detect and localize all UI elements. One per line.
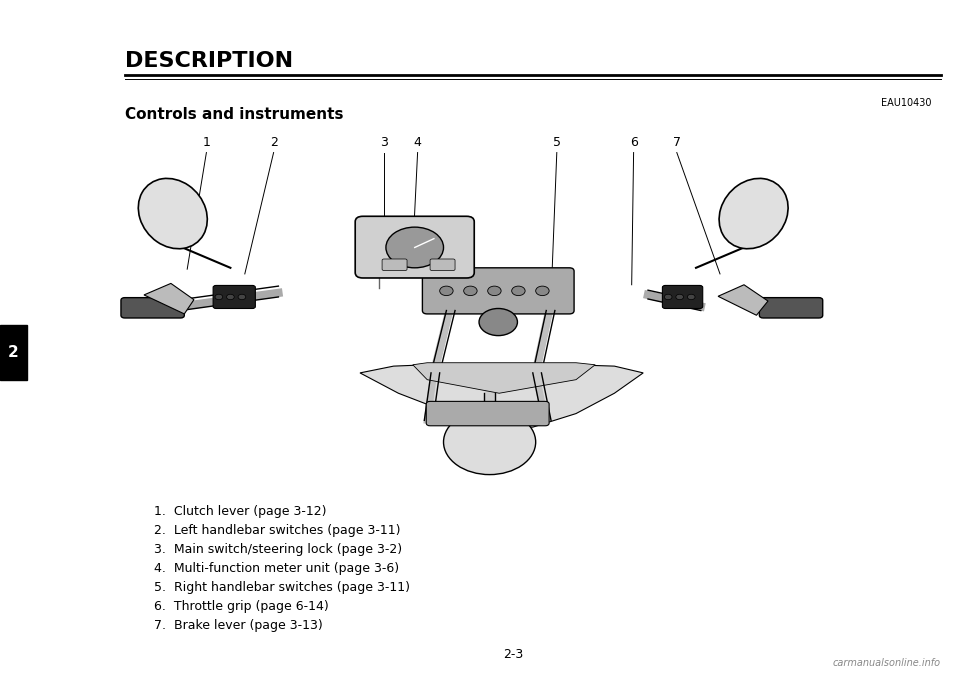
Circle shape [215, 294, 223, 300]
Text: 1: 1 [203, 136, 210, 149]
FancyBboxPatch shape [426, 401, 549, 426]
Text: 3: 3 [380, 136, 388, 149]
FancyBboxPatch shape [382, 259, 407, 271]
Text: 1.  Clutch lever (page 3-12): 1. Clutch lever (page 3-12) [154, 505, 326, 518]
FancyBboxPatch shape [355, 216, 474, 278]
Circle shape [676, 294, 684, 300]
Text: DESCRIPTION: DESCRIPTION [125, 52, 293, 71]
Circle shape [440, 286, 453, 296]
Text: 3.  Main switch/steering lock (page 3-2): 3. Main switch/steering lock (page 3-2) [154, 543, 401, 556]
Text: carmanualsonline.info: carmanualsonline.info [832, 658, 941, 668]
Circle shape [386, 227, 444, 268]
Text: Controls and instruments: Controls and instruments [125, 107, 344, 122]
Text: 7: 7 [673, 136, 681, 149]
Text: EAU10430: EAU10430 [880, 98, 931, 108]
Circle shape [479, 308, 517, 336]
Text: 4.  Multi-function meter unit (page 3-6): 4. Multi-function meter unit (page 3-6) [154, 562, 398, 575]
Text: 2: 2 [8, 345, 19, 360]
Ellipse shape [138, 178, 207, 249]
Text: 2: 2 [270, 136, 277, 149]
Polygon shape [413, 363, 595, 393]
Circle shape [488, 286, 501, 296]
Circle shape [664, 294, 672, 300]
Text: 5: 5 [553, 136, 561, 149]
Text: 2-3: 2-3 [503, 648, 524, 661]
Ellipse shape [719, 178, 788, 249]
FancyBboxPatch shape [662, 285, 703, 308]
FancyBboxPatch shape [0, 325, 27, 380]
Polygon shape [718, 285, 768, 315]
Circle shape [464, 286, 477, 296]
Text: 4: 4 [414, 136, 421, 149]
Polygon shape [144, 283, 194, 314]
FancyBboxPatch shape [430, 259, 455, 271]
Circle shape [687, 294, 695, 300]
FancyBboxPatch shape [121, 298, 184, 318]
Text: 6.  Throttle grip (page 6-14): 6. Throttle grip (page 6-14) [154, 600, 328, 613]
Circle shape [238, 294, 246, 300]
Circle shape [444, 410, 536, 475]
Polygon shape [360, 365, 643, 427]
Circle shape [512, 286, 525, 296]
FancyBboxPatch shape [422, 268, 574, 314]
FancyBboxPatch shape [213, 285, 255, 308]
Text: 6: 6 [630, 136, 637, 149]
Circle shape [536, 286, 549, 296]
Text: 5.  Right handlebar switches (page 3-11): 5. Right handlebar switches (page 3-11) [154, 581, 410, 594]
Text: 2.  Left handlebar switches (page 3-11): 2. Left handlebar switches (page 3-11) [154, 524, 400, 537]
FancyBboxPatch shape [759, 298, 823, 318]
Circle shape [227, 294, 234, 300]
Text: 7.  Brake lever (page 3-13): 7. Brake lever (page 3-13) [154, 619, 323, 632]
